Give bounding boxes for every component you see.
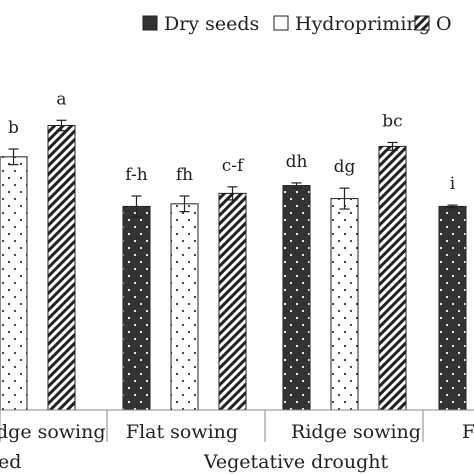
significance-letter: fh — [176, 165, 193, 185]
bar-ridge-sowing-hydropriming — [330, 198, 359, 411]
legend-label-o: O — [436, 13, 452, 35]
bar-flat-sowing-dry-seeds — [122, 205, 151, 411]
significance-letter: i — [450, 174, 456, 194]
category-label-dge-sowing: dge sowing — [0, 421, 106, 443]
bar-dge-sowing-hydropriming — [0, 156, 28, 411]
bar-dge-sowing-o — [47, 125, 76, 411]
bar-flat-sowing-o — [218, 192, 247, 411]
bar-ridge-sowing-o — [378, 145, 407, 411]
significance-letter: bc — [382, 111, 402, 131]
category-label-ridge-sowing: Ridge sowing — [291, 421, 421, 443]
legend-label-dry-seeds: Dry seeds — [164, 13, 259, 35]
significance-letter: f-h — [125, 165, 147, 185]
category-label-f: F — [462, 421, 474, 443]
bar-ridge-sowing-dry-seeds — [282, 185, 311, 411]
error-bars — [8, 119, 458, 218]
significance-letter: b — [8, 118, 19, 138]
group-label-ed: ed — [0, 451, 21, 473]
significance-letter: a — [56, 89, 66, 109]
group-label-vegetative-drought: Vegetative drought — [203, 451, 389, 473]
legend-swatch-o — [414, 15, 430, 31]
bar-f-dry-seeds — [438, 205, 467, 411]
significance-letters: b a f-h fh c-f dh dg bc i — [8, 89, 456, 194]
significance-letter: dh — [286, 152, 308, 172]
legend-label-hydropriming: Hydropriming — [295, 13, 431, 35]
legend-swatch-dry-seeds — [142, 15, 158, 31]
significance-letter: dg — [334, 157, 356, 177]
legend-swatch-hydropriming — [273, 15, 289, 31]
significance-letter: c-f — [222, 156, 245, 176]
category-label-flat-sowing: Flat sowing — [126, 421, 238, 443]
legend: Dry seeds Hydropriming O — [142, 13, 452, 35]
x-axis: dge sowing Flat sowing Ridge sowing Fed Vege… — [0, 409, 474, 473]
bar-flat-sowing-hydropriming — [170, 203, 199, 411]
